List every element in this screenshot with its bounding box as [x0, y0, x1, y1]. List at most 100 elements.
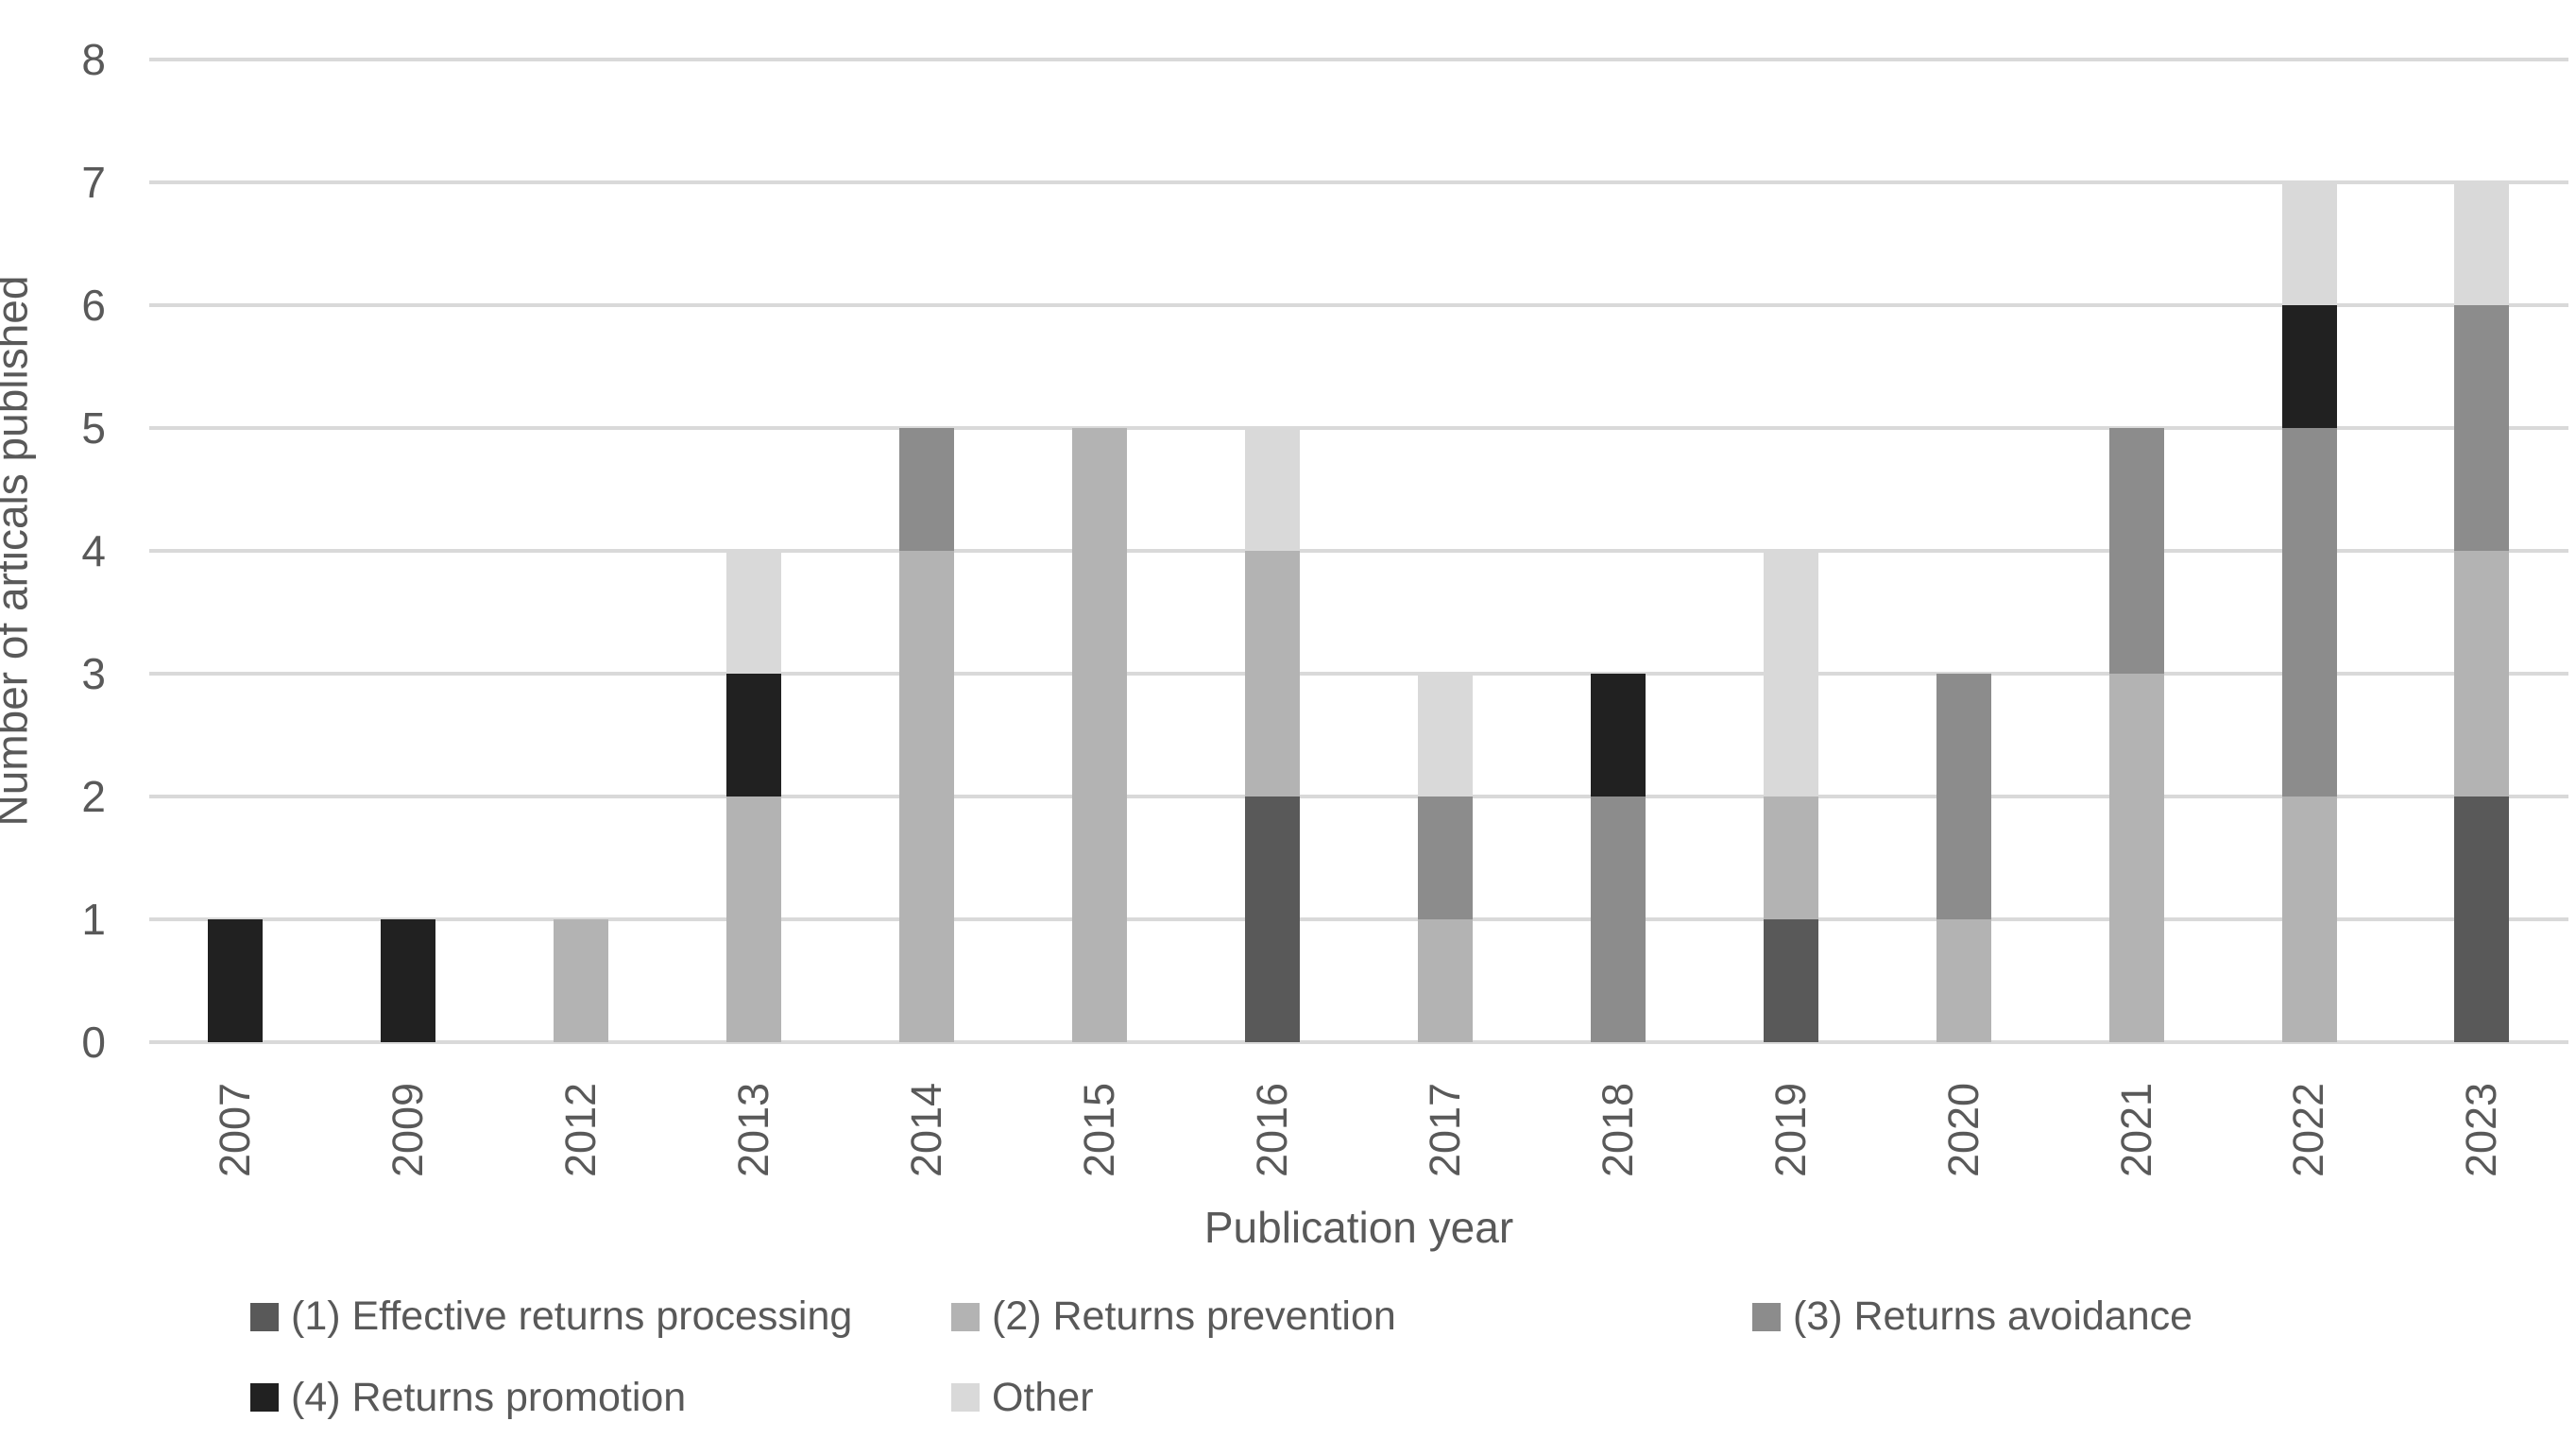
- bar-column-2019: [1704, 60, 1877, 1042]
- y-tick-label-6: 6: [81, 281, 106, 330]
- bar-segment: [2454, 182, 2510, 305]
- x-tick-2020: 2020: [1877, 1051, 2050, 1209]
- bar-segment: [1936, 674, 1991, 919]
- bar-stack-2012: [554, 919, 609, 1042]
- x-tick-label: 2018: [1593, 1082, 1642, 1178]
- x-tick-label: 2020: [1938, 1082, 1987, 1178]
- x-tick-2009: 2009: [322, 1051, 495, 1209]
- x-tick-label: 2019: [1766, 1082, 1815, 1178]
- x-tick-2021: 2021: [2050, 1051, 2223, 1209]
- legend-swatch-icon: [250, 1302, 279, 1331]
- x-tick-label: 2017: [1420, 1082, 1469, 1178]
- legend-swatch-icon: [250, 1383, 279, 1413]
- gridline-y-8: [149, 58, 2568, 61]
- y-tick-label-8: 8: [81, 35, 106, 84]
- bar-segment: [2281, 428, 2337, 797]
- x-tick-label: 2023: [2457, 1082, 2506, 1178]
- gridline-y-0: [149, 1040, 2568, 1044]
- gridline-y-5: [149, 426, 2568, 430]
- legend-label: (2) Returns prevention: [992, 1293, 1396, 1339]
- legend: (1) Effective returns processing (2) Retu…: [250, 1293, 2192, 1422]
- bar-segment: [1072, 428, 1128, 1042]
- x-tick-label: 2013: [729, 1082, 778, 1178]
- x-tick-2017: 2017: [1358, 1051, 1531, 1209]
- bar-segment: [899, 551, 955, 1042]
- bar-stack-2023: [2454, 182, 2510, 1042]
- x-tick-label: 2007: [211, 1082, 260, 1178]
- bar-stack-2021: [2108, 428, 2164, 1042]
- bar-column-2007: [149, 60, 322, 1042]
- y-tick-label-5: 5: [81, 403, 106, 453]
- bar-column-2017: [1358, 60, 1531, 1042]
- legend-item: Other: [951, 1374, 1752, 1423]
- x-tick-label: 2012: [556, 1082, 606, 1178]
- x-tick-2012: 2012: [495, 1051, 668, 1209]
- legend-swatch-icon: [1752, 1302, 1781, 1331]
- gridline-y-4: [149, 549, 2568, 553]
- gridline-y-6: [149, 303, 2568, 307]
- bar-segment: [726, 797, 782, 1042]
- bar-segment: [726, 551, 782, 674]
- bar-column-2021: [2050, 60, 2223, 1042]
- bar-segment: [1244, 551, 1300, 797]
- bar-column-2014: [841, 60, 1014, 1042]
- bar-segment: [2281, 182, 2337, 305]
- bar-segment: [1417, 797, 1473, 919]
- x-tick-label: 2014: [902, 1082, 951, 1178]
- x-tick-2023: 2023: [2396, 1051, 2568, 1209]
- bar-column-2012: [495, 60, 668, 1042]
- x-tick-2013: 2013: [668, 1051, 841, 1209]
- y-axis-tick-labels: 0 1 2 3 4 5 6 7 8: [0, 38, 130, 1064]
- bar-stack-2018: [1590, 674, 1646, 1042]
- bar-segment: [208, 919, 264, 1042]
- x-tick-label: 2021: [2111, 1082, 2160, 1178]
- x-tick-2016: 2016: [1186, 1051, 1359, 1209]
- bar-column-2022: [2223, 60, 2396, 1042]
- bar-segment: [726, 674, 782, 797]
- bar-stack-2016: [1244, 428, 1300, 1042]
- bar-column-2018: [1531, 60, 1704, 1042]
- y-tick-label-1: 1: [81, 895, 106, 944]
- y-tick-label-2: 2: [81, 772, 106, 821]
- y-tick-label-4: 4: [81, 526, 106, 575]
- y-tick-label-7: 7: [81, 158, 106, 207]
- gridline-y-1: [149, 917, 2568, 921]
- legend-item: (1) Effective returns processing: [250, 1293, 951, 1342]
- bar-stack-2014: [899, 428, 955, 1042]
- x-tick-2022: 2022: [2223, 1051, 2396, 1209]
- x-tick-label: 2022: [2284, 1082, 2333, 1178]
- bar-column-2023: [2396, 60, 2568, 1042]
- plot-area: [149, 58, 2568, 1044]
- bar-segment: [1244, 797, 1300, 1042]
- x-tick-2019: 2019: [1704, 1051, 1877, 1209]
- y-tick-label-0: 0: [81, 1018, 106, 1067]
- bar-segment: [1763, 551, 1818, 797]
- bar-segment: [554, 919, 609, 1042]
- x-tick-label: 2009: [384, 1082, 433, 1178]
- x-tick-label: 2016: [1247, 1082, 1296, 1178]
- gridline-y-7: [149, 180, 2568, 184]
- bar-column-2020: [1877, 60, 2050, 1042]
- x-axis-title: Publication year: [1203, 1203, 1514, 1252]
- x-tick-2007: 2007: [149, 1051, 322, 1209]
- x-tick-2014: 2014: [841, 1051, 1014, 1209]
- bar-stack-2020: [1936, 674, 1991, 1042]
- bar-stack-2017: [1417, 674, 1473, 1042]
- bar-column-2009: [322, 60, 495, 1042]
- legend-item: (4) Returns promotion: [250, 1374, 951, 1423]
- bar-segment: [2281, 305, 2337, 428]
- bar-segment: [2454, 305, 2510, 551]
- bar-column-2015: [1014, 60, 1186, 1042]
- legend-label: Other: [992, 1374, 1094, 1420]
- y-tick-label-3: 3: [81, 649, 106, 698]
- bar-segment: [2108, 674, 2164, 1042]
- x-tick-2015: 2015: [1014, 1051, 1186, 1209]
- legend-item: (2) Returns prevention: [951, 1293, 1752, 1342]
- legend-swatch-icon: [951, 1302, 980, 1331]
- bar-segment: [2108, 428, 2164, 674]
- bar-column-2013: [668, 60, 841, 1042]
- bar-segment: [2454, 551, 2510, 797]
- bar-stack-2015: [1072, 428, 1128, 1042]
- bar-segment: [899, 428, 955, 551]
